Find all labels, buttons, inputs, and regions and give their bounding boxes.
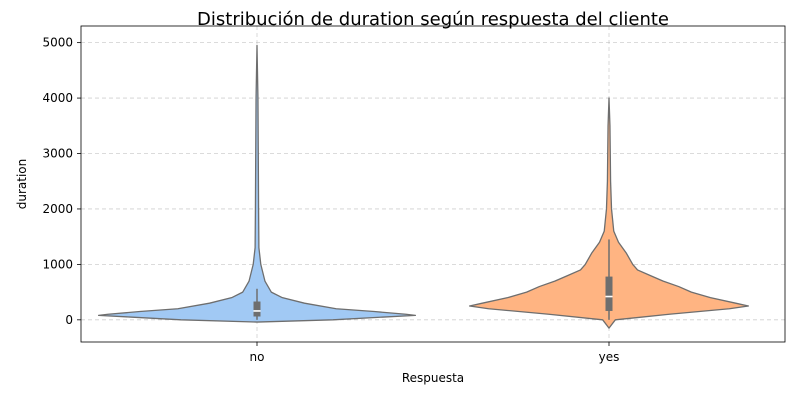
y-tick-label: 5000 bbox=[42, 36, 73, 50]
y-tick-label: 4000 bbox=[42, 91, 73, 105]
plot-frame bbox=[80, 25, 786, 343]
y-tick-label: 1000 bbox=[42, 257, 73, 271]
x-tick-label-no: no bbox=[250, 350, 265, 364]
x-tick-label-yes: yes bbox=[599, 350, 620, 364]
violin-layer bbox=[97, 44, 750, 329]
x-axis-label: Respuesta bbox=[402, 371, 464, 385]
axis-layer: 0 1000 2000 3000 4000 5000 no yes bbox=[42, 36, 619, 364]
violin-no bbox=[97, 44, 417, 323]
y-axis-label: duration bbox=[15, 159, 29, 210]
chart-title: Distribución de duration según respuesta… bbox=[197, 9, 669, 30]
iqr-box-yes bbox=[605, 276, 613, 311]
y-tick-label: 3000 bbox=[42, 147, 73, 161]
y-tick-label: 0 bbox=[65, 313, 73, 327]
y-tick-label: 2000 bbox=[42, 202, 73, 216]
violin-yes bbox=[468, 97, 750, 329]
iqr-box-no bbox=[253, 301, 261, 317]
